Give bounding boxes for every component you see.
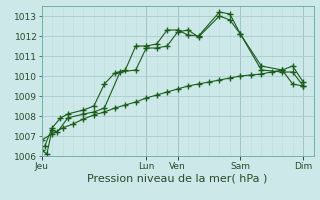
X-axis label: Pression niveau de la mer( hPa ): Pression niveau de la mer( hPa ) — [87, 173, 268, 183]
